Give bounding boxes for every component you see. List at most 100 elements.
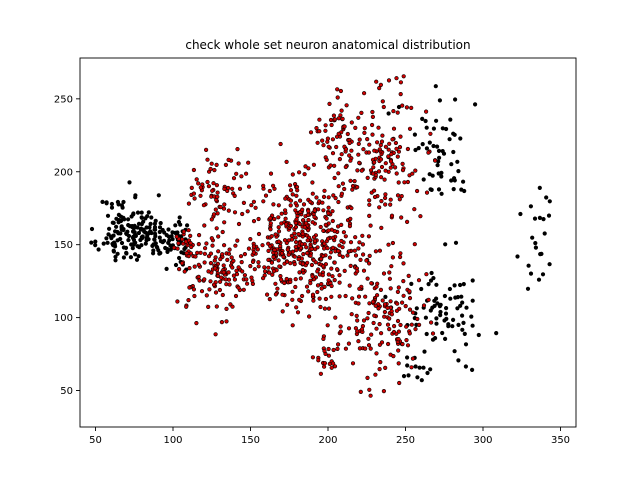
point-other <box>166 240 171 245</box>
point-selected <box>380 298 385 303</box>
point-other <box>135 210 141 215</box>
point-selected <box>385 305 390 311</box>
point-selected <box>374 351 379 356</box>
point-selected <box>276 215 281 220</box>
point-selected <box>198 193 203 198</box>
point-selected <box>337 294 342 299</box>
point-selected <box>213 332 218 337</box>
point-selected <box>355 168 360 173</box>
point-other <box>413 147 418 153</box>
point-selected <box>355 318 360 323</box>
point-selected <box>312 208 317 213</box>
point-selected <box>361 318 367 323</box>
point-selected <box>307 314 312 319</box>
point-selected <box>269 260 275 265</box>
point-selected <box>239 260 244 265</box>
point-other <box>106 226 112 231</box>
point-selected <box>377 147 382 152</box>
point-selected <box>367 387 372 392</box>
point-selected <box>196 181 201 186</box>
point-selected <box>355 269 360 274</box>
point-selected <box>229 255 234 260</box>
point-other <box>130 246 135 251</box>
point-selected <box>429 320 434 325</box>
point-other <box>116 212 121 217</box>
point-selected <box>196 274 201 280</box>
point-selected <box>204 293 209 298</box>
point-selected <box>293 235 298 240</box>
point-selected <box>311 162 317 167</box>
point-selected <box>329 122 334 128</box>
point-other <box>452 176 457 181</box>
point-other <box>428 187 433 192</box>
point-selected <box>306 289 311 294</box>
point-selected <box>378 360 383 365</box>
point-selected <box>356 115 361 120</box>
point-selected <box>188 233 193 238</box>
point-selected <box>335 95 340 100</box>
point-selected <box>266 257 271 263</box>
point-selected <box>255 247 260 252</box>
point-selected <box>276 229 282 234</box>
point-other <box>118 231 123 236</box>
point-selected <box>387 316 392 321</box>
point-other <box>417 365 422 370</box>
point-selected <box>222 186 227 191</box>
point-selected <box>356 294 362 299</box>
point-other <box>533 241 538 246</box>
point-selected <box>226 277 232 282</box>
point-selected <box>379 164 385 170</box>
point-selected <box>251 250 256 255</box>
point-other <box>164 266 169 272</box>
point-other <box>518 211 523 217</box>
point-selected <box>353 125 358 130</box>
point-selected <box>215 190 220 195</box>
point-selected <box>358 389 363 395</box>
point-selected <box>253 205 258 210</box>
point-selected <box>345 131 350 137</box>
point-selected <box>376 125 381 130</box>
x-tick-label: 350 <box>551 435 570 446</box>
point-selected <box>256 264 261 269</box>
point-other <box>469 314 474 319</box>
point-other <box>453 295 458 300</box>
point-selected <box>330 245 336 250</box>
point-selected <box>386 341 391 347</box>
point-selected <box>401 279 406 284</box>
point-selected <box>306 212 311 217</box>
point-selected <box>306 209 311 214</box>
point-selected <box>216 234 221 239</box>
point-selected <box>279 211 284 216</box>
point-other <box>126 223 131 228</box>
point-other <box>113 258 118 263</box>
point-other <box>434 296 439 301</box>
point-selected <box>290 249 295 254</box>
point-other <box>428 367 433 372</box>
point-other <box>434 321 439 326</box>
point-other <box>152 237 157 242</box>
point-selected <box>371 320 376 326</box>
point-selected <box>428 131 433 136</box>
y-tick-label: 100 <box>54 313 73 324</box>
point-selected <box>340 254 345 259</box>
point-other <box>157 251 162 256</box>
point-selected <box>388 159 394 164</box>
point-selected <box>271 202 276 207</box>
point-selected <box>188 251 193 256</box>
point-selected <box>180 261 185 266</box>
point-selected <box>204 147 209 152</box>
point-selected <box>292 254 297 259</box>
point-selected <box>394 146 399 151</box>
point-selected <box>288 183 293 188</box>
point-other <box>453 240 459 245</box>
chart-title: check whole set neuron anatomical distri… <box>185 38 470 52</box>
point-selected <box>187 285 192 290</box>
point-selected <box>293 224 299 230</box>
point-other <box>458 303 463 308</box>
point-selected <box>284 222 289 227</box>
point-other <box>460 313 465 318</box>
point-selected <box>374 284 379 289</box>
point-selected <box>300 293 305 299</box>
point-other <box>134 257 140 262</box>
point-selected <box>300 231 305 236</box>
